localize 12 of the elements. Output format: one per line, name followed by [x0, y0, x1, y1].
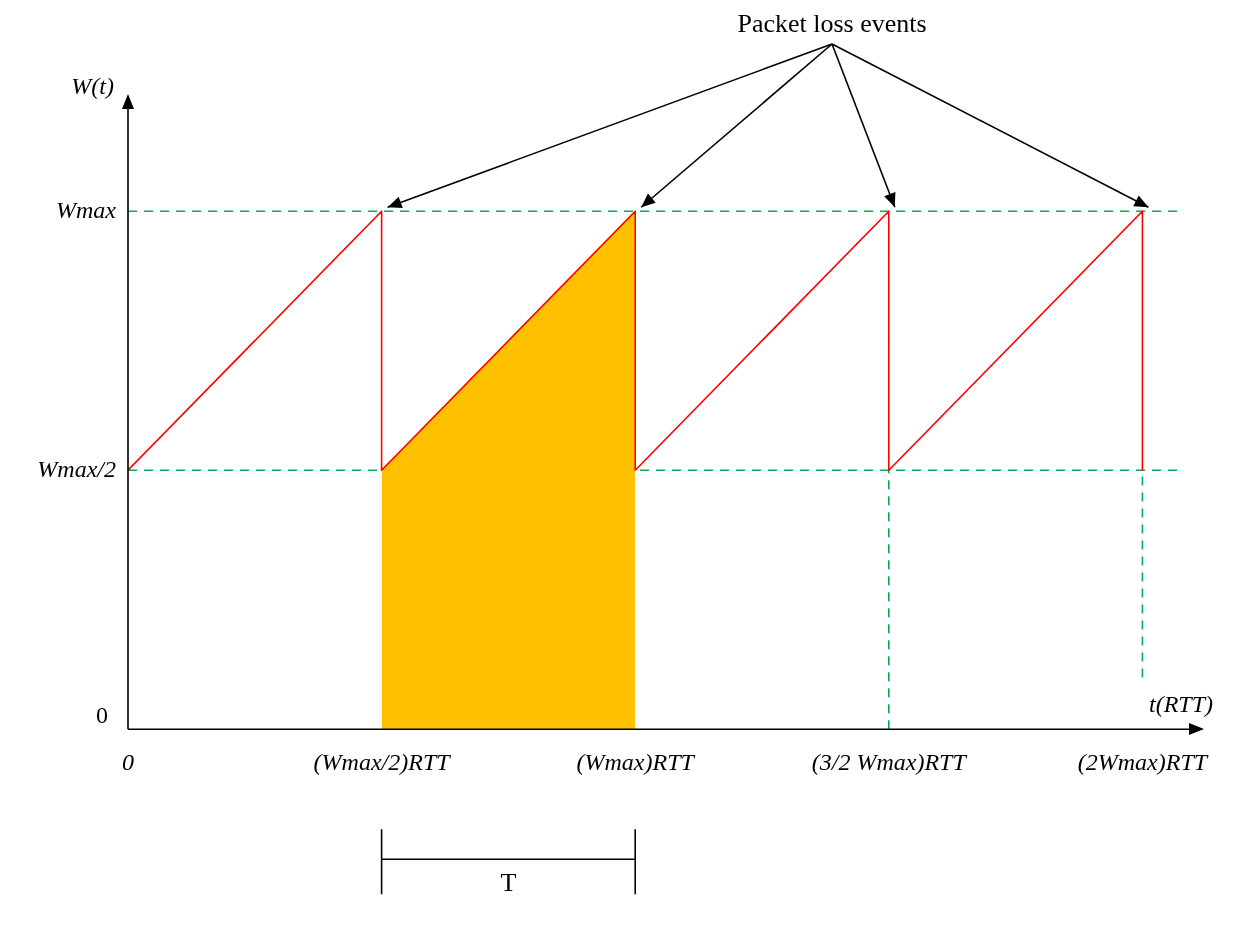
x-tick-label: (2Wmax)RTT	[1077, 748, 1209, 775]
x-tick-label: (3/2 Wmax)RTT	[811, 748, 968, 775]
x-tick-label: (Wmax)RTT	[576, 748, 696, 775]
x-tick-label: (Wmax/2)RTT	[313, 748, 452, 775]
ref-line-label: Wmax	[56, 196, 117, 223]
text: 0	[96, 702, 108, 729]
ref-line-label: Wmax/2	[37, 455, 116, 482]
text: Packet loss events	[737, 8, 927, 38]
text: T	[500, 868, 517, 898]
x-tick-label: 0	[122, 748, 134, 775]
y-axis-title: W(t)	[71, 73, 114, 100]
x-axis-title: t(RTT)	[1148, 690, 1213, 717]
